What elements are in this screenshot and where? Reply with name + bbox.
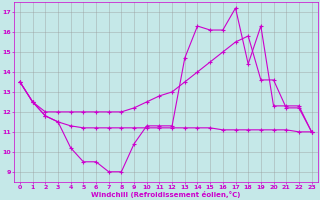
- X-axis label: Windchill (Refroidissement éolien,°C): Windchill (Refroidissement éolien,°C): [91, 191, 240, 198]
